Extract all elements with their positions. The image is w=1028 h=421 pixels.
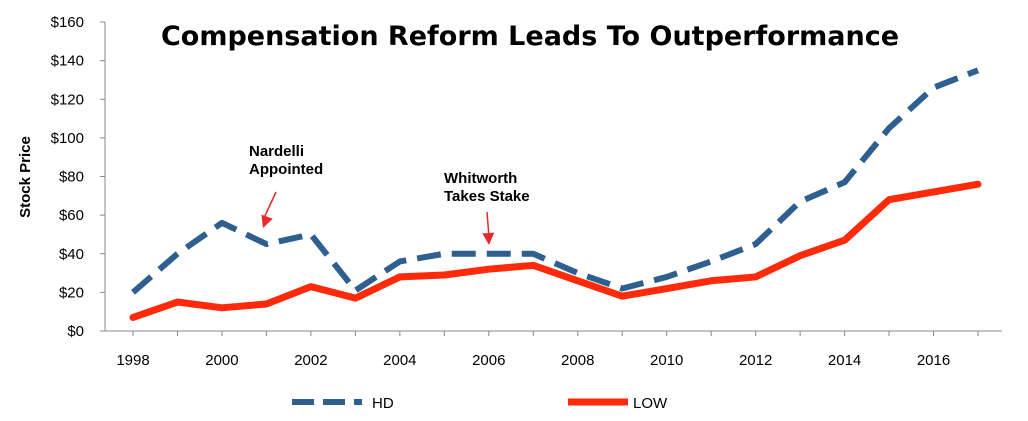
y-tick-label: $120 xyxy=(51,91,84,108)
series-line-low xyxy=(129,180,982,321)
y-tick-label: $40 xyxy=(59,246,84,263)
annotation-arrow-head xyxy=(482,232,495,245)
y-tick-label: $140 xyxy=(51,53,84,70)
x-tick-label: 2014 xyxy=(828,352,861,369)
x-tick-label: 2004 xyxy=(383,352,416,369)
y-tick-label: $80 xyxy=(59,169,84,186)
y-tick-label: $20 xyxy=(59,284,84,301)
x-tick-label: 1998 xyxy=(116,352,149,369)
x-tick-label: 2016 xyxy=(917,352,950,369)
x-tick-label: 2002 xyxy=(294,352,327,369)
y-tick-label: $160 xyxy=(51,14,84,31)
annotation-arrow-shaft xyxy=(262,191,277,221)
legend-label: LOW xyxy=(633,395,668,412)
x-tick-label: 2008 xyxy=(561,352,594,369)
legend-label: HD xyxy=(372,395,394,412)
annotation-label: Whitworth Takes Stake xyxy=(444,170,530,205)
x-tick-label: 2010 xyxy=(650,352,683,369)
chart-title: Compensation Reform Leads To Outperforma… xyxy=(161,21,899,52)
annotation-label: Nardelli Appointed xyxy=(249,143,323,178)
x-tick-label: 2000 xyxy=(205,352,238,369)
y-tick-label: $60 xyxy=(59,207,84,224)
x-tick-label: 2012 xyxy=(739,352,772,369)
x-tick-label: 2006 xyxy=(472,352,505,369)
y-axis-label: Stock Price xyxy=(17,136,34,218)
annotation-arrow-head xyxy=(261,214,273,228)
annotation-arrow-shaft xyxy=(486,211,490,238)
y-tick-label: $100 xyxy=(51,130,84,147)
series-line-hd xyxy=(131,67,980,295)
y-tick-label: $0 xyxy=(67,323,84,340)
